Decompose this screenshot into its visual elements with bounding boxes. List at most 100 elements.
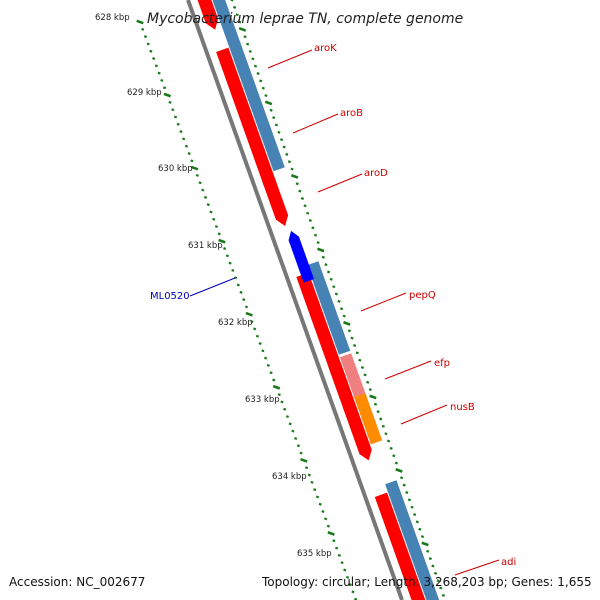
gene-label-arok[interactable]: aroK: [314, 43, 337, 54]
accession-text: Accession: NC_002677: [9, 575, 145, 589]
map-title: Mycobacterium leprae TN, complete genome: [147, 11, 463, 27]
tick-mark: [253, 327, 257, 331]
tick-mark: [212, 217, 216, 221]
tick-mark: [269, 108, 273, 112]
tick-mark: [269, 371, 273, 375]
gene-bar-adi: [385, 480, 440, 600]
tick-mark: [342, 314, 346, 318]
tick-mark: [173, 115, 178, 119]
tick-mark: [245, 311, 253, 317]
tick-mark: [264, 100, 273, 106]
tick-label: 628 kbp: [95, 13, 130, 23]
tick-mark: [340, 561, 344, 565]
tick-mark: [410, 505, 414, 509]
tick-mark: [345, 575, 350, 579]
tick-mark: [311, 226, 315, 230]
tick-mark: [258, 342, 262, 345]
tick-mark: [176, 122, 180, 126]
tick-mark: [244, 305, 249, 309]
tick-mark: [250, 320, 254, 324]
tick-label: 632 kbp: [218, 318, 253, 328]
tick-mark: [239, 290, 243, 294]
tick-mark: [264, 356, 268, 360]
tick-mark: [299, 451, 303, 455]
tick-mark: [277, 393, 281, 397]
tick-label: 629 kbp: [127, 88, 162, 98]
tick-mark: [308, 219, 312, 222]
tick-mark: [332, 285, 336, 289]
gene-label-nusb[interactable]: nusB: [450, 402, 475, 413]
callout-adi: [454, 559, 500, 576]
tick-mark: [198, 181, 202, 185]
tick-mark: [290, 167, 294, 171]
tick-mark: [307, 473, 311, 477]
tick-mark: [296, 444, 300, 448]
gene-bar-arok-arod: [212, 0, 285, 172]
gene-label-adi[interactable]: adi: [501, 557, 516, 568]
tick-mark: [343, 568, 347, 572]
callout-nusb: [400, 404, 448, 425]
tick-mark: [358, 358, 362, 362]
gene-labels: aroK aroB aroD ML0520 pepQ efp nusB adi: [150, 43, 516, 568]
tick-mark: [233, 5, 237, 9]
cds-adi: [374, 492, 426, 600]
tick-mark: [195, 173, 199, 177]
tick-mark: [337, 299, 341, 303]
tick-mark: [136, 19, 144, 25]
tick-mark: [394, 461, 398, 465]
tick-mark: [157, 71, 161, 75]
tick-mark: [206, 203, 210, 207]
tick-mark: [272, 378, 276, 382]
tick-mark: [318, 502, 322, 506]
tick-mark: [242, 298, 246, 302]
gene-label-pepq[interactable]: pepQ: [409, 290, 436, 301]
tick-mark: [282, 145, 286, 149]
tick-mark: [407, 498, 412, 502]
gene-label-efp[interactable]: efp: [434, 358, 450, 369]
tick-mark: [298, 189, 302, 193]
tick-mark: [225, 254, 229, 258]
tick-mark: [339, 307, 344, 311]
tick-mark: [368, 388, 372, 392]
tick-mark: [248, 49, 252, 53]
callout-pepq: [360, 292, 407, 312]
tick-mark: [233, 276, 238, 280]
cds-arod: [262, 177, 289, 226]
tick-mark: [253, 64, 258, 68]
tick-labels: 628 kbp 629 kbp 630 kbp 631 kbp 632 kbp …: [95, 13, 332, 559]
tick-mark: [291, 429, 295, 433]
tick-label: 635 kbp: [297, 549, 332, 559]
tick-mark: [355, 351, 359, 355]
gene-label-arob[interactable]: aroB: [340, 108, 363, 119]
gene-bar-pepq: [307, 261, 351, 355]
gene-label-arod[interactable]: aroD: [364, 168, 388, 179]
gene-label-ml0520[interactable]: ML0520: [150, 291, 190, 302]
tick-mark: [420, 535, 425, 539]
tick-mark: [321, 255, 325, 259]
tick-mark: [415, 520, 419, 524]
tick-mark: [203, 195, 208, 199]
tick-mark: [310, 480, 314, 484]
tick-mark: [238, 26, 247, 32]
tick-mark: [329, 277, 333, 281]
tick-mark: [287, 160, 292, 164]
tick-label: 634 kbp: [272, 472, 307, 482]
tick-mark: [400, 476, 404, 480]
tick-mark: [304, 466, 309, 470]
tick-mark: [426, 549, 430, 553]
tick-mark: [266, 363, 270, 367]
tick-mark: [373, 402, 378, 406]
tick-mark: [433, 571, 438, 575]
gene-features: [197, 0, 440, 600]
tick-mark: [246, 42, 250, 46]
tick-mark: [439, 586, 443, 590]
tick-mark: [428, 557, 432, 561]
tick-mark: [306, 211, 310, 215]
tick-mark: [431, 564, 435, 568]
outer-tick-marks: [230, 0, 445, 597]
tick-mark: [313, 233, 318, 237]
callout-ml0520: [189, 277, 236, 297]
gene-bar-nusb: [354, 393, 383, 445]
tick-mark: [279, 138, 284, 142]
